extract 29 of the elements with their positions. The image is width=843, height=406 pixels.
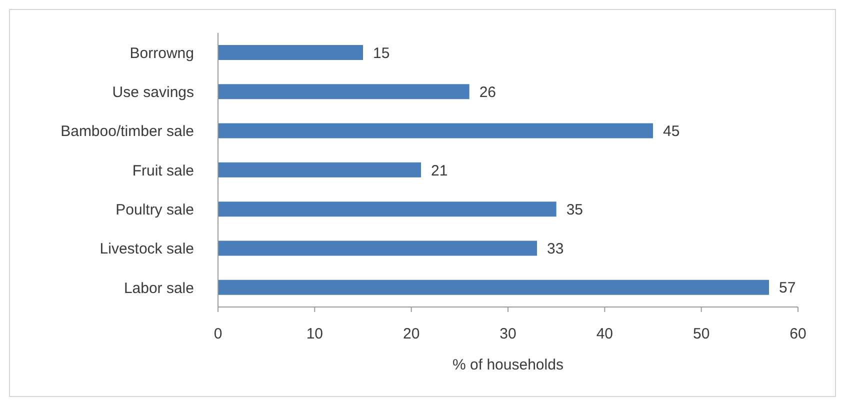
data-label: 21 [431, 162, 448, 180]
data-label: 35 [566, 201, 584, 218]
x-tick-label: 50 [692, 326, 710, 343]
y-tick-label: Use savings [112, 84, 194, 102]
bar [218, 162, 421, 178]
x-tick-label: 0 [214, 326, 222, 343]
bar [218, 84, 470, 100]
bar [218, 123, 653, 138]
x-axis-title: % of households [452, 356, 564, 374]
data-label: 15 [373, 44, 390, 62]
y-tick-label: Fruit sale [132, 162, 194, 180]
bar [218, 45, 363, 60]
y-tick-label: Labor sale [124, 280, 194, 297]
bar [218, 240, 537, 256]
x-tick-label: 30 [500, 326, 516, 343]
bar [218, 280, 769, 295]
x-tick-label: 40 [596, 326, 614, 343]
y-tick-label: Livestock sale [100, 240, 194, 258]
y-tick-label: Poultry sale [116, 201, 194, 218]
y-tick-label: Bamboo/timber sale [60, 123, 194, 140]
x-tick-label: 20 [402, 326, 420, 343]
bar [218, 202, 556, 217]
data-label: 45 [663, 123, 680, 140]
y-tick-label: Borrowng [130, 44, 194, 62]
x-tick-label: 60 [790, 326, 806, 343]
data-label: 26 [479, 84, 496, 101]
data-label: 33 [547, 240, 564, 258]
data-label: 57 [779, 280, 796, 297]
x-tick-label: 10 [306, 326, 324, 343]
